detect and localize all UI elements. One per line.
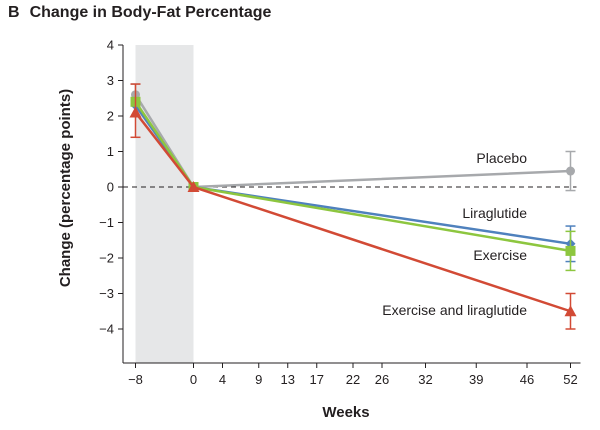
data-point-exercise (565, 245, 576, 256)
y-tick-label: −1 (99, 215, 114, 230)
series-label-liraglutide: Liraglutide (462, 205, 527, 221)
data-point-exercise-and-liraglutide (129, 106, 142, 118)
panel-letter: B (8, 4, 20, 21)
data-point-exercise-and-liraglutide (564, 305, 577, 317)
y-tick-label: 1 (107, 144, 114, 159)
y-tick-label: 4 (107, 38, 114, 53)
series-line-placebo (134, 94, 571, 189)
data-point-exercise-and-liraglutide (187, 181, 200, 192)
shaded-run-in-region (135, 45, 194, 363)
series-label-exercise-and-liraglutide: Exercise and liraglutide (382, 302, 527, 318)
y-tick-label: 2 (107, 109, 114, 124)
y-tick-label: 3 (107, 73, 114, 88)
y-axis-title: Change (percentage points) (57, 89, 74, 287)
x-tick-label: 9 (255, 372, 262, 387)
x-tick-label: 39 (469, 372, 483, 387)
y-tick-label: −3 (99, 286, 114, 301)
series-label-placebo: Placebo (476, 150, 527, 166)
series-line-exercise (134, 101, 571, 253)
x-tick-label: 52 (563, 372, 577, 387)
chart-title: B Change in Body-Fat Percentage (8, 4, 271, 22)
y-tick-label: 0 (107, 180, 114, 195)
x-tick-label: 26 (375, 372, 389, 387)
chart-title-text: Change in Body-Fat Percentage (29, 4, 272, 21)
x-tick-label: 22 (346, 372, 360, 387)
data-point-placebo (566, 166, 575, 176)
x-tick-label: 46 (520, 372, 534, 387)
x-tick-label: 17 (310, 372, 324, 387)
x-tick-label: −8 (128, 372, 143, 387)
x-tick-label: 0 (190, 372, 197, 387)
x-tick-label: 32 (418, 372, 432, 387)
y-tick-label: −4 (99, 322, 114, 337)
x-tick-label: 13 (281, 372, 295, 387)
x-axis-title: Weeks (322, 404, 369, 421)
series-label-exercise: Exercise (473, 247, 527, 263)
y-tick-label: −2 (99, 251, 114, 266)
x-tick-label: 4 (219, 372, 226, 387)
